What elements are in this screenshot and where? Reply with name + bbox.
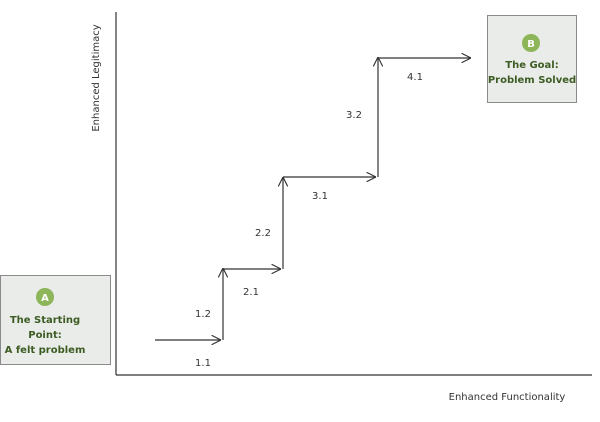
start-text: A felt problem [5,345,86,356]
goal-text: The Goal: [505,60,558,71]
x-axis-label: Enhanced Functionality [449,392,566,403]
start-badge-text: A [41,293,49,304]
y-axis-label: Enhanced Legitimacy [91,24,102,131]
goal-box [487,15,577,103]
step-label: 1.2 [195,309,211,320]
step-label: 2.1 [243,287,259,298]
step-label: 3.1 [312,191,328,202]
goal-text: Problem Solved [488,75,576,86]
start-badge [36,288,54,306]
step-label: 2.2 [255,228,271,239]
step-label: 3.2 [346,110,362,121]
start-text: Point: [28,330,62,341]
goal-badge [522,34,540,52]
start-box [0,275,111,365]
step-label: 4.1 [407,72,423,83]
goal-badge-text: B [527,39,535,50]
start-text: The Starting [10,315,80,326]
step-label: 1.1 [195,358,211,369]
